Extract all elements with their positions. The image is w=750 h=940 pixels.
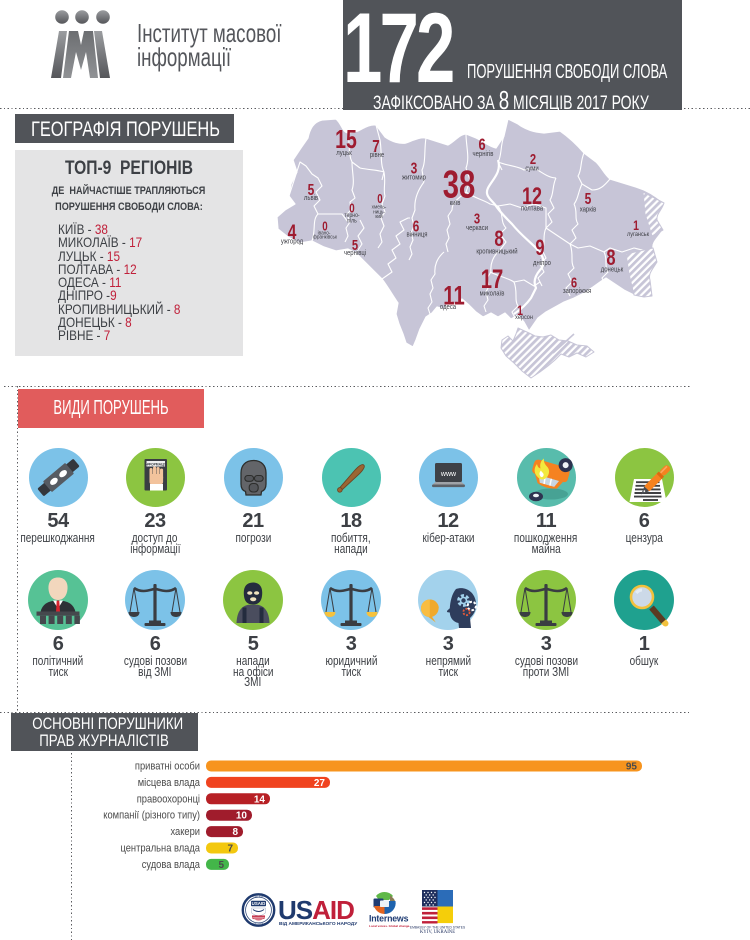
svg-text:UNITED STATES: UNITED STATES bbox=[250, 895, 267, 898]
svg-text:кропивницький: кропивницький bbox=[476, 247, 518, 256]
svg-text:харків: харків bbox=[580, 205, 597, 214]
svg-text:38: 38 bbox=[443, 164, 476, 207]
svg-text:3: 3 bbox=[411, 159, 418, 177]
svg-text:приватні особи: приватні особи bbox=[135, 760, 200, 773]
svg-text:17: 17 bbox=[481, 264, 504, 295]
svg-text:5: 5 bbox=[218, 860, 224, 871]
svg-text:хмель-: хмель- bbox=[372, 204, 387, 210]
svg-text:1: 1 bbox=[517, 303, 523, 319]
svg-text:Local voices. Global change.: Local voices. Global change. bbox=[369, 924, 410, 928]
svg-text:одеса: одеса bbox=[440, 304, 457, 312]
svg-text:терно-: терно- bbox=[344, 213, 359, 219]
svg-text:рівне: рівне bbox=[370, 151, 385, 160]
svg-text:ВІД АМЕРИКАНСЬКОГО НАРОДУ: ВІД АМЕРИКАНСЬКОГО НАРОДУ bbox=[279, 921, 358, 927]
svg-text:суми: суми bbox=[525, 165, 539, 173]
svg-text:миколаїв: миколаїв bbox=[480, 290, 505, 298]
svg-text:USAID: USAID bbox=[252, 901, 266, 906]
svg-text:10: 10 bbox=[236, 811, 248, 822]
svg-text:івано-: івано- bbox=[318, 230, 331, 236]
svg-text:11: 11 bbox=[443, 281, 464, 312]
svg-text:хакери: хакери bbox=[170, 826, 200, 838]
svg-text:чернігів: чернігів bbox=[473, 150, 494, 159]
svg-text:8: 8 bbox=[494, 227, 503, 252]
svg-text:DEVELOPMENT: DEVELOPMENT bbox=[250, 924, 267, 926]
svg-text:франківськ: франківськ bbox=[313, 234, 338, 240]
svg-text:донецьк: донецьк bbox=[601, 266, 624, 274]
svg-text:5: 5 bbox=[585, 189, 592, 207]
svg-text:херсон: херсон bbox=[515, 315, 533, 321]
svg-text:0: 0 bbox=[322, 220, 327, 234]
svg-text:луцьк: луцьк bbox=[336, 150, 352, 158]
svg-text:9: 9 bbox=[535, 236, 544, 261]
svg-text:ІНФОРМАЦІЯ: ІНФОРМАЦІЯ bbox=[144, 462, 167, 466]
svg-text:6: 6 bbox=[478, 135, 485, 154]
svg-text:5: 5 bbox=[308, 180, 315, 198]
svg-text:1: 1 bbox=[633, 218, 639, 234]
svg-text:14: 14 bbox=[254, 794, 266, 805]
svg-text:запоріжжя: запоріжжя bbox=[563, 287, 592, 296]
svg-text:4: 4 bbox=[288, 220, 297, 244]
svg-text:0: 0 bbox=[349, 202, 354, 216]
svg-text:www: www bbox=[439, 471, 456, 478]
svg-text:7: 7 bbox=[372, 137, 380, 156]
svg-text:місцева влада: місцева влада bbox=[138, 777, 201, 789]
svg-text:правоохоронці: правоохоронці bbox=[137, 794, 200, 806]
svg-text:луганськ: луганськ bbox=[627, 232, 649, 238]
svg-text:2: 2 bbox=[530, 150, 536, 167]
svg-text:київ: київ bbox=[450, 200, 461, 208]
svg-text:Internews: Internews bbox=[369, 914, 409, 924]
svg-text:львів: львів bbox=[304, 194, 319, 203]
svg-text:27: 27 bbox=[314, 778, 326, 789]
svg-text:вінниця: вінниця bbox=[407, 230, 428, 239]
svg-text:EMBASSY OF THE UNITED STATES: EMBASSY OF THE UNITED STATES bbox=[410, 926, 466, 930]
svg-text:черкаси: черкаси bbox=[466, 225, 488, 233]
svg-text:KYIV, UKRAINE: KYIV, UKRAINE bbox=[420, 930, 455, 935]
svg-text:полтава: полтава bbox=[521, 205, 544, 213]
svg-text:центральна влада: центральна влада bbox=[121, 843, 201, 855]
svg-text:0: 0 bbox=[377, 193, 382, 207]
svg-text:8: 8 bbox=[606, 246, 615, 271]
svg-text:8: 8 bbox=[232, 827, 238, 838]
svg-text:95: 95 bbox=[626, 762, 638, 773]
svg-text:кий: кий bbox=[375, 213, 382, 221]
svg-text:6: 6 bbox=[571, 274, 577, 291]
svg-text:ужгород: ужгород bbox=[281, 238, 303, 246]
svg-text:ниць-: ниць- bbox=[373, 209, 385, 215]
svg-text:15: 15 bbox=[335, 124, 357, 153]
svg-text:7: 7 bbox=[227, 844, 233, 855]
svg-text:USAID: USAID bbox=[278, 895, 354, 925]
svg-text:12: 12 bbox=[522, 184, 542, 210]
svg-text:компанії (різного типу): компанії (різного типу) bbox=[103, 810, 200, 822]
svg-text:чернівці: чернівці bbox=[344, 249, 366, 258]
svg-text:дніпро: дніпро bbox=[533, 259, 551, 268]
svg-text:житомир: житомир bbox=[402, 174, 426, 182]
svg-text:судова влада: судова влада bbox=[142, 859, 201, 871]
svg-text:піль: піль bbox=[347, 218, 357, 224]
svg-text:5: 5 bbox=[352, 236, 358, 253]
svg-text:3: 3 bbox=[474, 210, 480, 227]
svg-text:6: 6 bbox=[413, 217, 420, 235]
